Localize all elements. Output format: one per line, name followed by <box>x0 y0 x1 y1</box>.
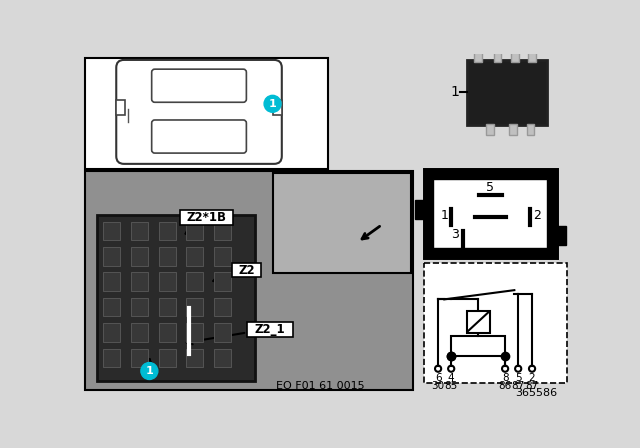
Bar <box>159 349 175 367</box>
FancyBboxPatch shape <box>152 69 246 102</box>
Bar <box>131 323 148 342</box>
Bar <box>509 124 516 134</box>
Text: Z2: Z2 <box>238 263 255 276</box>
Text: EO F01 61 0015: EO F01 61 0015 <box>276 381 365 392</box>
Text: 5: 5 <box>486 181 495 194</box>
Text: 1: 1 <box>440 209 448 222</box>
Bar <box>467 60 547 125</box>
Bar <box>131 298 148 316</box>
Text: 8: 8 <box>502 373 508 383</box>
Text: Z2_1: Z2_1 <box>255 323 285 336</box>
Bar <box>97 215 255 381</box>
Bar <box>273 100 282 115</box>
FancyBboxPatch shape <box>152 120 246 153</box>
Text: 1: 1 <box>269 99 276 109</box>
Text: 5: 5 <box>515 373 522 383</box>
Bar <box>214 272 231 291</box>
Bar <box>415 200 426 220</box>
Text: 30: 30 <box>431 381 445 391</box>
Text: 2: 2 <box>532 209 541 222</box>
Bar <box>486 124 493 134</box>
Bar <box>232 263 261 277</box>
Text: 6: 6 <box>435 373 442 383</box>
Bar <box>511 51 519 62</box>
Bar <box>214 222 231 240</box>
Text: Z2*1B: Z2*1B <box>186 211 227 224</box>
Bar <box>180 210 232 225</box>
Bar <box>433 178 547 248</box>
Bar <box>214 349 231 367</box>
Bar <box>131 349 148 367</box>
Text: 87: 87 <box>525 381 539 391</box>
Bar <box>131 222 148 240</box>
Bar <box>116 100 125 115</box>
Bar <box>555 226 566 246</box>
Bar <box>186 349 204 367</box>
Bar <box>159 323 175 342</box>
Bar <box>528 51 536 62</box>
Text: 87: 87 <box>511 381 525 391</box>
Text: 4: 4 <box>448 373 454 383</box>
Text: 86: 86 <box>499 381 512 391</box>
Bar <box>527 124 534 134</box>
Text: 1: 1 <box>145 366 153 376</box>
Bar <box>131 247 148 266</box>
Bar <box>103 298 120 316</box>
Circle shape <box>141 362 158 379</box>
Bar <box>493 51 501 62</box>
Bar <box>451 336 505 356</box>
Bar <box>103 323 120 342</box>
Text: 1: 1 <box>450 85 459 99</box>
Bar <box>159 272 175 291</box>
Bar <box>214 247 231 266</box>
Bar <box>131 272 148 291</box>
Bar <box>186 323 204 342</box>
Bar <box>186 222 204 240</box>
Bar <box>159 247 175 266</box>
Bar <box>186 247 204 266</box>
Bar <box>159 222 175 240</box>
Bar <box>86 171 413 390</box>
Circle shape <box>264 95 281 112</box>
Text: 2: 2 <box>529 373 536 383</box>
Bar <box>214 298 231 316</box>
Bar <box>103 222 120 240</box>
Bar <box>247 322 293 337</box>
Bar <box>103 349 120 367</box>
Bar <box>159 298 175 316</box>
Bar <box>273 173 411 273</box>
Bar <box>103 247 120 266</box>
Text: 3: 3 <box>451 228 459 241</box>
Bar <box>103 272 120 291</box>
Bar <box>186 298 204 316</box>
Bar <box>186 272 204 291</box>
Text: 365586: 365586 <box>515 388 557 397</box>
Text: 85: 85 <box>445 381 458 391</box>
FancyBboxPatch shape <box>116 60 282 164</box>
Bar <box>214 323 231 342</box>
Bar <box>424 263 566 383</box>
Bar <box>474 51 482 62</box>
Bar <box>86 58 328 169</box>
Bar <box>467 311 490 332</box>
Bar <box>426 171 555 255</box>
